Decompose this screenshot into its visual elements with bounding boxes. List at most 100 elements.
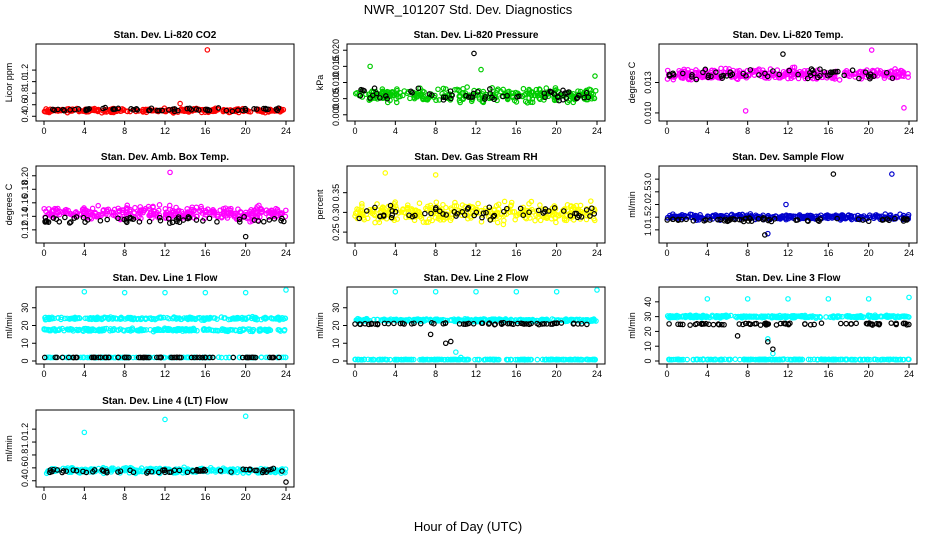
sample-point — [132, 204, 138, 211]
sample-point — [534, 356, 541, 363]
reference-point — [470, 90, 477, 97]
reference-point — [358, 86, 364, 93]
sample-point — [782, 70, 788, 77]
reference-point — [265, 467, 272, 473]
x-tick-label: 20 — [241, 369, 251, 379]
reference-point — [210, 354, 216, 361]
sample-point — [500, 221, 507, 228]
sample-point — [45, 326, 51, 333]
reference-point — [84, 217, 91, 223]
sample-point — [537, 202, 543, 208]
y-tick-label: 2.5 — [643, 186, 653, 199]
x-tick-label: 24 — [281, 369, 291, 379]
sample-point — [152, 316, 158, 323]
sample-point — [281, 327, 288, 334]
sample-point — [107, 314, 114, 320]
reference-point — [862, 69, 869, 75]
outlier-point — [901, 105, 907, 111]
y-tick-label: 0.000 — [331, 104, 341, 127]
reference-point — [60, 106, 67, 113]
x-tick-label: 4 — [705, 248, 710, 258]
sample-point — [801, 67, 808, 74]
sample-point — [705, 356, 711, 363]
sample-point — [273, 205, 279, 212]
sample-point — [364, 215, 371, 222]
sample-point — [864, 356, 870, 363]
sample-point — [858, 314, 864, 321]
x-tick-label: 8 — [122, 492, 127, 502]
sample-point — [732, 356, 739, 363]
reference-point — [422, 210, 428, 217]
sample-point — [493, 356, 499, 363]
outlier-point — [762, 232, 768, 238]
y-tick-label: 0.8 — [20, 87, 30, 100]
sample-point — [790, 213, 797, 220]
x-tick-label: 24 — [281, 248, 291, 258]
reference-point — [166, 220, 173, 226]
sample-point — [379, 205, 386, 211]
sample-point — [887, 314, 894, 320]
reference-point — [770, 68, 776, 74]
sample-point — [91, 107, 98, 113]
reference-point — [363, 208, 370, 214]
outlier-point — [392, 288, 399, 295]
sample-point — [379, 90, 386, 97]
reference-point — [401, 321, 407, 327]
reference-point — [548, 321, 554, 327]
sample-point — [407, 95, 413, 102]
reference-point — [730, 216, 736, 222]
y-axis-label: percent — [315, 189, 325, 220]
reference-point — [687, 322, 693, 328]
sample-point — [408, 206, 415, 212]
sample-point — [676, 356, 683, 363]
sample-point — [410, 356, 417, 363]
reference-point — [510, 321, 517, 328]
reference-point — [698, 321, 705, 327]
outlier-point — [780, 51, 786, 57]
sample-point — [670, 214, 676, 220]
outlier-point — [744, 296, 751, 302]
sample-point — [537, 96, 543, 103]
reference-point — [80, 214, 87, 221]
y-axis-label: ml/min — [627, 312, 637, 339]
reference-point — [883, 69, 890, 76]
y-axis-label: degrees C — [627, 61, 637, 103]
reference-point — [578, 321, 585, 327]
sample-point — [218, 354, 225, 361]
sample-point — [680, 356, 687, 363]
sample-point — [50, 207, 57, 214]
sample-point — [173, 316, 180, 322]
sample-point — [842, 69, 848, 76]
reference-point — [526, 209, 532, 216]
sample-point — [720, 313, 727, 320]
reference-point — [500, 319, 507, 326]
sample-point — [796, 212, 803, 218]
outlier-point — [81, 288, 88, 295]
reference-point — [269, 354, 275, 361]
sample-point — [844, 214, 850, 221]
sample-point — [181, 315, 188, 321]
sample-point — [215, 354, 222, 361]
reference-point — [541, 321, 547, 327]
sample-point — [762, 313, 768, 320]
points — [41, 287, 289, 361]
sample-point — [588, 198, 594, 204]
sample-point — [127, 206, 133, 213]
reference-point — [901, 216, 907, 222]
reference-point — [802, 321, 808, 327]
reference-point — [473, 209, 480, 216]
reference-point — [462, 321, 469, 327]
reference-point — [719, 75, 725, 82]
sample-point — [239, 314, 245, 321]
reference-point — [259, 469, 266, 476]
reference-point — [240, 466, 246, 472]
reference-point — [141, 354, 147, 361]
sample-point — [691, 215, 698, 221]
sample-point — [356, 318, 362, 325]
x-tick-label: 16 — [511, 126, 521, 136]
outlier-point — [783, 201, 789, 208]
reference-point — [740, 321, 746, 328]
outlier-point — [513, 288, 520, 295]
